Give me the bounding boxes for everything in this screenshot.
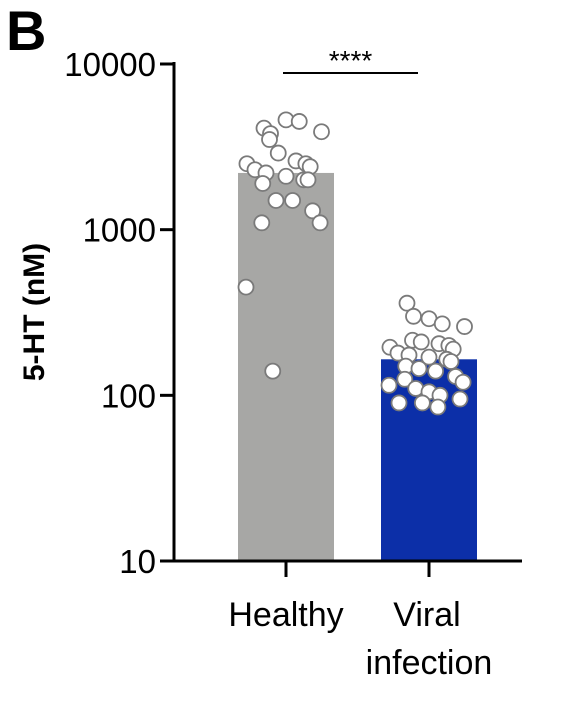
data-point-1-17	[412, 361, 427, 376]
data-point-1-22	[382, 378, 397, 393]
y-tick-label-0: 10	[119, 543, 156, 580]
x-tick-label-1-0: Viral	[393, 596, 460, 634]
data-point-1-3	[435, 316, 450, 331]
data-point-0-3	[292, 114, 307, 129]
data-point-0-17	[269, 193, 284, 208]
panel-letter: B	[6, 0, 46, 62]
data-point-1-27	[392, 395, 407, 410]
data-point-0-15	[301, 172, 316, 187]
data-point-1-18	[428, 364, 443, 379]
y-tick-label-3: 10000	[64, 46, 156, 83]
significance-label: ****	[329, 45, 373, 76]
data-point-0-23	[265, 364, 280, 379]
data-point-1-21	[456, 375, 471, 390]
data-point-0-18	[285, 193, 300, 208]
data-point-1-29	[430, 400, 445, 415]
data-point-0-20	[254, 215, 269, 230]
data-point-0-5	[262, 132, 277, 147]
data-point-0-22	[239, 280, 254, 295]
data-point-1-1	[406, 309, 421, 324]
data-point-1-6	[414, 334, 429, 349]
x-tick-label-0-0: Healthy	[228, 596, 343, 634]
x-tick-label-1-1: infection	[366, 644, 493, 682]
data-point-0-16	[255, 176, 270, 191]
data-point-0-6	[271, 146, 286, 161]
data-point-0-21	[313, 215, 328, 230]
y-tick-label-2: 1000	[83, 212, 156, 249]
y-tick-label-1: 100	[101, 377, 156, 414]
data-point-1-28	[415, 395, 430, 410]
data-point-1-4	[457, 319, 472, 334]
significance-layer: ****	[283, 45, 418, 76]
data-point-1-15	[444, 354, 459, 369]
data-point-0-4	[314, 124, 329, 139]
data-point-1-26	[453, 392, 468, 407]
data-point-0-13	[279, 169, 294, 184]
y-axis-label: 5-HT (nM)	[18, 243, 51, 381]
